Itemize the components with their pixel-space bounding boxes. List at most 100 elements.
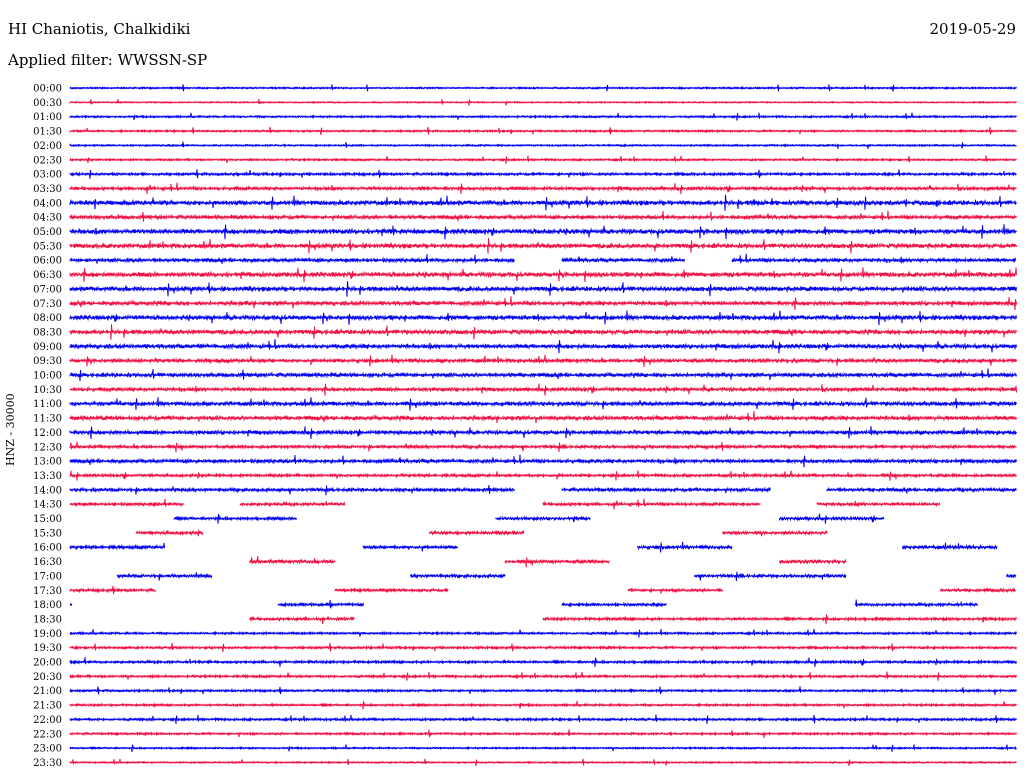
seismic-trace	[69, 744, 1017, 752]
row-time-label: 16:30	[33, 557, 62, 568]
seismic-trace	[731, 253, 1017, 265]
seismic-trace	[69, 182, 1017, 195]
row-time-label: 14:30	[33, 500, 62, 511]
seismic-trace	[69, 310, 1017, 326]
seismic-trace	[69, 84, 1017, 92]
seismic-trace	[69, 700, 1017, 710]
seismic-trace	[69, 210, 1017, 222]
seismic-trace	[637, 541, 733, 553]
row-time-label: 07:30	[33, 299, 62, 310]
row-time-label: 08:30	[33, 327, 62, 338]
row-time-label: 22:30	[33, 729, 62, 740]
row-time-label: 19:00	[33, 629, 62, 640]
seismic-trace	[69, 155, 1017, 164]
seismic-trace	[779, 558, 847, 565]
row-time-label: 16:00	[33, 543, 62, 554]
seismic-trace	[69, 671, 1017, 681]
seismic-trace	[69, 354, 1017, 368]
seismic-trace	[69, 729, 1017, 739]
row-time-label: 03:00	[33, 170, 62, 181]
record-date: 2019-05-29	[929, 20, 1016, 38]
seismic-trace	[69, 686, 1017, 695]
seismic-trace	[135, 528, 204, 537]
seismic-trace	[410, 572, 506, 580]
row-time-label: 02:00	[33, 141, 62, 152]
row-time-label: 20:00	[33, 658, 62, 669]
seismic-trace	[69, 296, 1017, 311]
seismic-trace	[542, 498, 761, 510]
seismic-trace	[69, 758, 1017, 766]
seismic-trace	[902, 542, 998, 551]
seismic-trace	[69, 542, 165, 551]
seismic-trace	[561, 601, 667, 608]
row-time-label: 03:30	[33, 184, 62, 195]
row-time-label: 12:00	[33, 428, 62, 439]
row-time-label: 05:30	[33, 241, 62, 252]
row-time-label: 06:00	[33, 256, 62, 267]
seismic-trace	[69, 441, 1017, 453]
row-time-label: 08:00	[33, 313, 62, 324]
seismic-trace	[362, 543, 459, 552]
row-time-label: 21:00	[33, 686, 62, 697]
station-title: HI Chaniotis, Chalkidiki	[8, 20, 191, 38]
seismic-trace	[249, 615, 355, 624]
row-time-label: 10:00	[33, 371, 62, 382]
seismic-trace	[69, 470, 1017, 481]
seismic-trace	[939, 587, 1017, 594]
seismic-trace	[69, 585, 156, 595]
row-time-label: 18:00	[33, 600, 62, 611]
row-time-label: 13:00	[33, 457, 62, 468]
seismic-trace	[69, 224, 1017, 240]
seismic-trace	[249, 556, 336, 565]
seismic-trace	[69, 141, 1017, 149]
row-time-label: 09:30	[33, 356, 62, 367]
seismic-trace	[69, 169, 1017, 179]
seismic-trace	[504, 557, 611, 568]
seismic-trace	[693, 571, 847, 582]
seismic-trace	[69, 281, 1017, 297]
seismic-trace	[69, 629, 1017, 638]
seismic-trace	[1006, 573, 1017, 579]
row-time-label: 05:00	[33, 227, 62, 238]
seismic-trace	[69, 112, 1017, 121]
seismic-trace	[495, 515, 591, 523]
row-time-label: 19:30	[33, 643, 62, 654]
row-time-label: 17:30	[33, 586, 62, 597]
seismic-trace	[239, 500, 346, 508]
row-time-label: 11:30	[33, 414, 62, 425]
seismic-trace	[561, 256, 685, 264]
seismic-trace	[69, 642, 1017, 653]
row-time-label: 04:30	[33, 213, 62, 224]
seismic-trace	[69, 397, 1017, 411]
row-time-label: 04:00	[33, 198, 62, 209]
seismic-trace	[69, 411, 1017, 424]
seismic-trace	[69, 498, 184, 508]
row-time-label: 21:30	[33, 701, 62, 712]
row-time-label: 06:30	[33, 270, 62, 281]
seismic-trace	[69, 426, 1017, 439]
row-time-label: 18:30	[33, 614, 62, 625]
seismic-trace	[116, 572, 213, 581]
seismic-trace	[826, 486, 1017, 494]
seismic-trace	[334, 587, 449, 594]
filter-label: Applied filter: WWSSN-SP	[8, 51, 208, 69]
seismic-trace	[69, 267, 1017, 283]
seismic-trace	[561, 486, 771, 494]
seismic-trace	[69, 126, 1017, 136]
seismic-trace	[69, 99, 1017, 106]
row-time-label: 01:00	[33, 112, 62, 123]
row-time-label: 13:30	[33, 471, 62, 482]
row-time-label: 22:00	[33, 715, 62, 726]
row-time-label: 15:00	[33, 514, 62, 525]
seismic-trace	[69, 254, 515, 265]
seismic-trace	[854, 599, 979, 608]
seismic-trace	[69, 484, 515, 496]
row-time-label: 00:30	[33, 98, 62, 109]
seismic-trace	[277, 599, 365, 609]
seismic-trace	[69, 339, 1017, 354]
seismic-trace	[429, 529, 525, 536]
seismic-trace	[173, 513, 298, 524]
row-time-label: 11:00	[33, 399, 62, 410]
row-time-label: 01:30	[33, 127, 62, 138]
